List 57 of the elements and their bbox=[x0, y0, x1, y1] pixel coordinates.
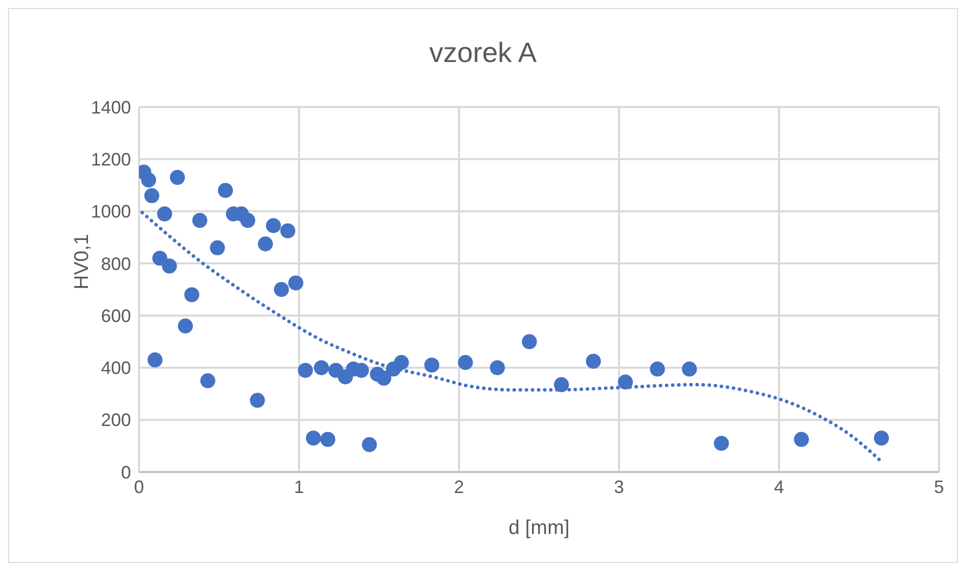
point bbox=[240, 212, 256, 228]
point bbox=[162, 258, 177, 274]
point bbox=[210, 240, 225, 256]
x-tick-label: 3 bbox=[614, 476, 624, 497]
point bbox=[522, 334, 537, 350]
point bbox=[157, 206, 172, 222]
point bbox=[362, 437, 377, 452]
point bbox=[218, 182, 233, 198]
y-tick-label: 0 bbox=[120, 462, 131, 482]
chart-title: vzorek A bbox=[428, 37, 538, 69]
x-tick-label: 2 bbox=[454, 476, 464, 497]
point bbox=[274, 282, 289, 297]
point bbox=[144, 188, 160, 204]
point bbox=[424, 358, 440, 373]
y-tick-label: 200 bbox=[100, 410, 131, 430]
point bbox=[258, 236, 273, 252]
point bbox=[306, 430, 321, 446]
y-tick-label: 400 bbox=[100, 358, 131, 378]
point bbox=[141, 172, 156, 188]
point bbox=[148, 352, 162, 368]
x-tick-label: 1 bbox=[294, 476, 304, 497]
point bbox=[280, 223, 296, 238]
point bbox=[618, 374, 633, 390]
line-series bbox=[140, 210, 884, 464]
point bbox=[682, 362, 697, 377]
point bbox=[314, 360, 329, 376]
point bbox=[394, 355, 409, 370]
point bbox=[184, 287, 200, 302]
point bbox=[586, 354, 601, 369]
point bbox=[874, 430, 889, 446]
point bbox=[554, 377, 569, 392]
y-tick-label: 600 bbox=[100, 306, 131, 326]
point bbox=[298, 362, 313, 378]
point bbox=[376, 370, 392, 386]
point bbox=[200, 373, 216, 388]
point bbox=[490, 360, 505, 376]
point bbox=[288, 275, 304, 290]
x-axis-title: d [mm] bbox=[508, 517, 570, 539]
point bbox=[170, 170, 185, 185]
point bbox=[714, 436, 729, 451]
point bbox=[178, 318, 193, 334]
x-tick-label: 5 bbox=[934, 476, 944, 497]
point bbox=[192, 212, 208, 228]
x-tick-label: 4 bbox=[774, 476, 784, 497]
y-tick-label: 1400 bbox=[90, 97, 131, 118]
y-tick-label: 1000 bbox=[90, 202, 131, 222]
point bbox=[250, 392, 265, 408]
point bbox=[152, 250, 168, 266]
y-axis-title: HV0,1 bbox=[71, 234, 94, 290]
point bbox=[320, 432, 336, 447]
point bbox=[266, 218, 281, 234]
y-tick-label: 800 bbox=[100, 254, 131, 274]
y-tick-label: 1200 bbox=[90, 150, 131, 170]
point bbox=[650, 362, 665, 377]
x-tick-label: 0 bbox=[134, 476, 144, 497]
point bbox=[458, 355, 473, 370]
point bbox=[794, 432, 809, 447]
